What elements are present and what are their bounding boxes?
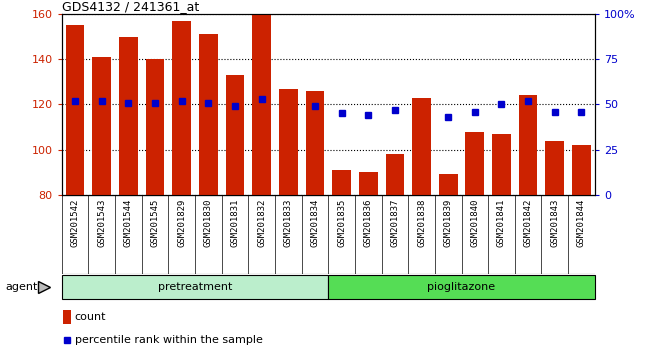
Bar (328, 275, 595, 299)
Text: GSM201838: GSM201838 (417, 199, 426, 247)
Bar (332, 170, 351, 195)
Bar (119, 37, 138, 195)
Bar (62, 275, 328, 299)
Text: count: count (75, 312, 106, 322)
Text: GSM201544: GSM201544 (124, 199, 133, 247)
Bar (252, 14, 271, 195)
Text: GSM201836: GSM201836 (364, 199, 372, 247)
Bar (519, 95, 538, 195)
Text: GSM201831: GSM201831 (231, 199, 239, 247)
Text: GSM201543: GSM201543 (98, 199, 106, 247)
Bar (439, 175, 458, 195)
Text: GDS4132 / 241361_at: GDS4132 / 241361_at (62, 0, 199, 13)
Text: pretreatment: pretreatment (158, 282, 232, 292)
Bar (199, 34, 218, 195)
Text: GSM201841: GSM201841 (497, 199, 506, 247)
Text: GSM201829: GSM201829 (177, 199, 186, 247)
Bar (545, 141, 564, 195)
Text: GSM201545: GSM201545 (151, 199, 159, 247)
Text: GSM201542: GSM201542 (71, 199, 79, 247)
Text: GSM201830: GSM201830 (204, 199, 213, 247)
Text: GSM201840: GSM201840 (471, 199, 479, 247)
Bar (172, 21, 191, 195)
Text: GSM201833: GSM201833 (284, 199, 292, 247)
Text: GSM201835: GSM201835 (337, 199, 346, 247)
Bar (146, 59, 164, 195)
Text: GSM201843: GSM201843 (551, 199, 559, 247)
Bar (465, 131, 484, 195)
Bar (226, 75, 244, 195)
Text: GSM201832: GSM201832 (257, 199, 266, 247)
Bar (66, 25, 84, 195)
Bar (63, 310, 72, 324)
Text: percentile rank within the sample: percentile rank within the sample (75, 335, 263, 346)
Bar (306, 91, 324, 195)
Text: GSM201837: GSM201837 (391, 199, 399, 247)
Bar (385, 154, 404, 195)
Text: GSM201834: GSM201834 (311, 199, 319, 247)
Text: agent: agent (5, 282, 37, 292)
Bar (412, 98, 431, 195)
Bar (279, 88, 298, 195)
Bar (492, 134, 511, 195)
Bar (92, 57, 111, 195)
Text: GSM201842: GSM201842 (524, 199, 532, 247)
Bar (359, 172, 378, 195)
Bar (572, 145, 591, 195)
Text: pioglitazone: pioglitazone (428, 282, 495, 292)
Text: GSM201844: GSM201844 (577, 199, 586, 247)
Text: GSM201839: GSM201839 (444, 199, 452, 247)
